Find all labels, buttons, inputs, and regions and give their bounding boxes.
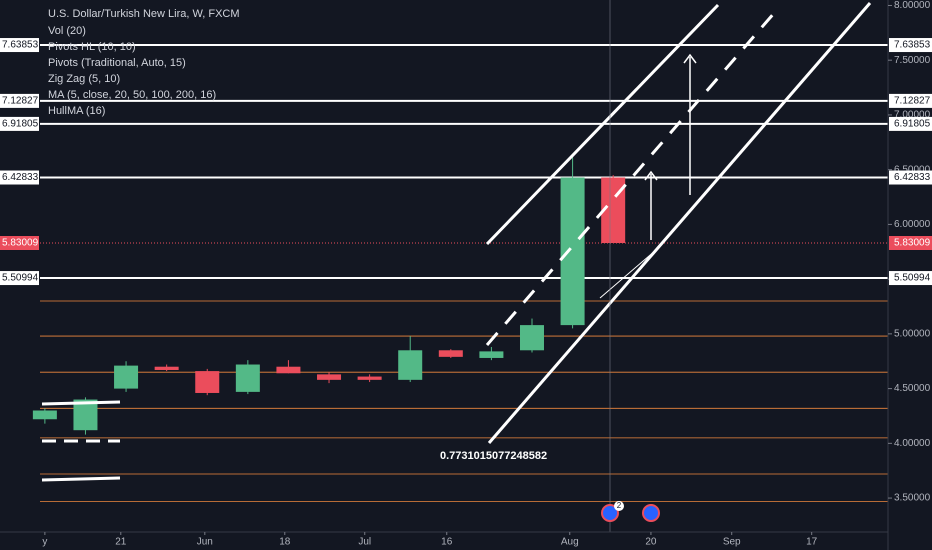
candle-body (560, 177, 585, 326)
y-tick-label: 7.00000 (894, 110, 931, 121)
pivot-label: 7.12827 (894, 96, 931, 107)
pivot-label: 6.42833 (894, 172, 931, 183)
candle-body (114, 365, 139, 389)
y-tick-label: 6.50000 (894, 164, 931, 175)
arrow-head (644, 170, 658, 181)
events: 2 (601, 501, 660, 522)
x-tick-label: y (42, 537, 47, 548)
legend-item: Zig Zag (5, 10) (48, 73, 120, 85)
last-price-box (0, 236, 39, 251)
candle-body (235, 364, 260, 392)
y-tick-label: 4.50000 (894, 383, 931, 394)
pivot-label-box (889, 116, 932, 131)
x-tick-label: Jun (197, 537, 213, 548)
candle-body (276, 366, 301, 374)
x-tick-label: Aug (561, 537, 579, 548)
levels (40, 44, 888, 502)
candle-body (32, 410, 57, 420)
candle-body (479, 351, 504, 358)
last-price-label: 5.83009 (894, 238, 931, 249)
event-flag[interactable] (601, 504, 619, 522)
pivot-label-box (889, 38, 932, 53)
y-tick-label: 5.00000 (894, 329, 931, 340)
legend-item: Vol (20) (48, 25, 86, 37)
candle-body (73, 399, 98, 431)
pivot-label-box (889, 271, 932, 286)
pivot-label: 5.50994 (894, 273, 931, 284)
pivot-label: 5.50994 (2, 273, 39, 284)
pivot-label-box (0, 116, 39, 131)
pivot-label: 6.91805 (894, 119, 931, 130)
arrow-head (683, 53, 697, 64)
last-price-label: 5.83009 (2, 238, 39, 249)
legend-item: HullMA (16) (48, 105, 105, 117)
pivot-label-box (889, 170, 932, 185)
y-tick-label: 7.50000 (894, 55, 931, 66)
channel-middle (485, 11, 777, 346)
pivot-label: 7.63853 (894, 40, 931, 51)
last-price-box (889, 236, 932, 251)
channel-upper (485, 3, 720, 246)
candle-body (398, 350, 423, 380)
x-tick-label: 20 (645, 537, 657, 548)
candle-body (438, 350, 463, 357)
candle-body (195, 371, 220, 393)
channel-lower (487, 2, 872, 444)
pivot-label: 7.63853 (2, 40, 39, 51)
candle-body (519, 325, 544, 351)
x-tick-label: 21 (115, 537, 127, 548)
pivot-label-box (0, 93, 39, 108)
annotation: 0.7731015077248582 (440, 450, 547, 462)
legend-title: U.S. Dollar/Turkish New Lira, W, FXCM (48, 8, 240, 20)
pivot-label-box (0, 170, 39, 185)
legend: U.S. Dollar/Turkish New Lira, W, FXCM Vo… (48, 8, 240, 117)
x-tick-label: 16 (441, 537, 453, 548)
legend-item: MA (5, close, 20, 50, 100, 200, 16) (48, 89, 216, 101)
pivot-label: 7.12827 (2, 96, 39, 107)
y-tick-label: 8.00000 (894, 0, 931, 11)
candle-body (357, 376, 382, 380)
pivot-label: 6.42833 (2, 172, 39, 183)
pivot-line (41, 476, 121, 482)
trend-line (599, 249, 657, 299)
x-tick-label: Jul (358, 537, 371, 548)
event-badge (614, 501, 624, 511)
drawings (41, 2, 872, 482)
candle-body (154, 366, 179, 370)
y-tick-label: 6.00000 (894, 219, 931, 230)
legend-item: Pivots (Traditional, Auto, 15) (48, 57, 186, 69)
legend-item: Pivots HL (10, 10) (48, 41, 136, 53)
event-badge-count: 2 (617, 501, 622, 510)
pivot-label-box (0, 38, 39, 53)
pivot-label: 6.91805 (2, 119, 39, 130)
pivot-label-box (889, 93, 932, 108)
x-tick-label: 18 (279, 537, 291, 548)
event-flag[interactable] (642, 504, 660, 522)
pivot-line (41, 400, 121, 406)
y-tick-label: 3.50000 (894, 493, 931, 504)
x-tick-label: 17 (806, 537, 818, 548)
x-tick-label: Sep (723, 537, 741, 548)
pivot-label-box (0, 271, 39, 286)
candle-body (317, 374, 342, 380)
y-tick-label: 4.00000 (894, 438, 931, 449)
